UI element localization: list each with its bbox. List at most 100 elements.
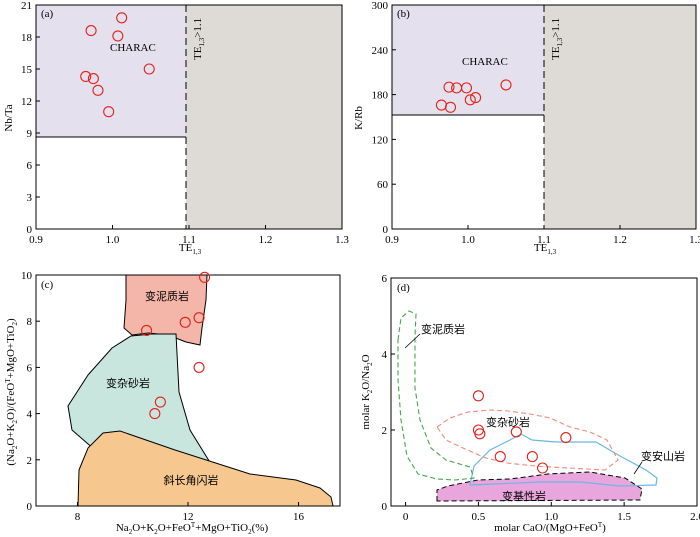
y-tick-label: 6 <box>27 160 33 172</box>
x-tick-label: 8 <box>75 511 81 523</box>
te-annotation: TE1,3>1.1 <box>192 18 206 60</box>
field-metabasite <box>436 471 643 502</box>
y-tick-label: 18 <box>21 32 33 44</box>
field-label-metapelite: 变泥质岩 <box>421 322 465 336</box>
data-point <box>536 462 549 474</box>
data-point <box>526 451 538 463</box>
y-tick-label: 300 <box>372 0 389 12</box>
leader-metaandesite <box>633 461 643 475</box>
y-axis-title: molar K2O/Na2O <box>360 354 374 429</box>
field-metagreywacke <box>436 409 619 471</box>
data-points <box>140 271 211 420</box>
data-point <box>85 25 97 37</box>
x-tick-label: 1.5 <box>617 511 631 523</box>
te-annotation: TE1,3>1.1 <box>550 18 564 60</box>
y-tick-label: 0 <box>382 501 388 513</box>
x-axis-title: molar CaO/(MgO+FeOT) <box>494 521 606 534</box>
y-tick-label: 4 <box>27 409 33 421</box>
y-tick-label: 21 <box>21 0 32 12</box>
plot-frame <box>390 277 698 507</box>
x-tick-label: 0.9 <box>385 234 399 246</box>
leader-metapelite <box>404 333 421 349</box>
x-tick-label: 1.3 <box>689 234 700 246</box>
x-tick-label: 12 <box>183 511 194 523</box>
y-tick-label: 0 <box>27 224 33 236</box>
y-tick-label: 2 <box>27 455 33 467</box>
charac-region <box>36 5 186 137</box>
ticks: 8 12 16 0 2 4 6 8 10 <box>21 270 305 523</box>
data-point <box>460 82 473 94</box>
field-label-metagreywacke: 变杂砂岩 <box>106 376 150 390</box>
y-tick-label: 60 <box>377 179 389 191</box>
panel-d: (d) 变泥质岩 变杂砂岩 变安山岩 变基性岩 molar K2O/Na2O m… <box>360 273 700 534</box>
y-tick-label: 180 <box>372 90 389 102</box>
y-tick-label: 10 <box>21 270 33 282</box>
data-points <box>435 79 512 113</box>
y-tick-label: 6 <box>382 273 388 285</box>
y-axis-title: K/Rb <box>353 106 365 130</box>
data-point <box>494 451 506 463</box>
data-point <box>443 81 455 93</box>
y-tick-label: 4 <box>382 349 388 361</box>
data-point <box>103 106 115 118</box>
x-tick-label: 2.0 <box>690 511 700 523</box>
x-tick-label: 0.9 <box>29 234 43 246</box>
panel-a: (a) CHARAC TE1,3>1.1 Nb/Ta TE1,3 0.9 1.0 1… <box>3 0 349 256</box>
data-point <box>472 390 484 402</box>
y-tick-label: 0 <box>383 224 389 236</box>
data-point <box>116 12 128 24</box>
data-point <box>444 101 457 113</box>
data-point <box>149 408 161 420</box>
y-tick-label: 2 <box>382 425 388 437</box>
data-point <box>510 426 522 438</box>
x-tick-label: 1.1 <box>537 234 551 246</box>
data-point <box>140 324 153 336</box>
x-axis-title: Na2O+K2O+FeOT+MgO+TiO2(%) <box>116 521 269 536</box>
region-label-charac: CHARAC <box>110 42 156 54</box>
data-point <box>500 79 512 91</box>
x-tick-label: 0.5 <box>472 511 486 523</box>
x-tick-label: 0 <box>403 511 409 523</box>
y-tick-label: 0 <box>27 501 33 513</box>
x-tick-label: 1.3 <box>335 234 349 246</box>
field-label-metapelite: 变泥质岩 <box>145 289 189 303</box>
data-point <box>154 396 166 408</box>
field-label-metagreywacke: 变杂砂岩 <box>486 415 530 429</box>
panel-label: (a) <box>41 8 54 20</box>
data-points <box>80 12 155 118</box>
panel-label: (c) <box>41 279 54 291</box>
data-point <box>474 428 486 440</box>
field-label-metaandesite: 变安山岩 <box>641 449 685 463</box>
y-tick-label: 120 <box>372 134 389 146</box>
panel-c: (c) 变泥质岩 变杂砂岩 斜长角闪岩 (Na2O+K2O)/(FeOT+MgO… <box>4 270 341 536</box>
field-metaandesite <box>469 433 658 487</box>
x-tick-label: 1.1 <box>182 234 196 246</box>
y-tick-label: 15 <box>21 64 33 76</box>
x-tick-label: 1.0 <box>106 234 120 246</box>
data-point <box>199 271 211 283</box>
ticks: 0.9 1.0 1.1 1.2 1.3 0 3 6 9 12 15 18 21 <box>21 0 349 246</box>
panel-label: (d) <box>397 282 410 294</box>
field-label-metabasite: 变基性岩 <box>502 489 546 503</box>
x-tick-label: 16 <box>293 511 305 523</box>
data-point <box>92 84 104 96</box>
field-metagreywacke <box>67 333 213 465</box>
region-label-charac: CHARAC <box>462 56 508 68</box>
y-axis-title: Nb/Ta <box>3 104 15 131</box>
x-tick-label: 1.2 <box>259 234 273 246</box>
y-tick-label: 12 <box>21 96 32 108</box>
data-point <box>80 70 92 83</box>
data-point <box>193 361 205 373</box>
x-tick-label: 1.0 <box>544 511 558 523</box>
y-tick-label: 3 <box>27 192 33 204</box>
ticks: 0.9 1.0 1.1 1.2 1.3 0 60 120 180 240 300 <box>372 0 700 246</box>
field-label-amphibolite: 斜长角闪岩 <box>164 473 219 487</box>
x-tick-label: 1.2 <box>613 234 627 246</box>
data-point <box>193 312 205 324</box>
te-region <box>544 5 696 229</box>
field-metapelite <box>397 310 475 481</box>
data-point <box>470 92 482 104</box>
ticks: 0 0.5 1.0 1.5 2.0 0 2 4 6 <box>382 273 700 523</box>
x-tick-label: 1.0 <box>461 234 475 246</box>
